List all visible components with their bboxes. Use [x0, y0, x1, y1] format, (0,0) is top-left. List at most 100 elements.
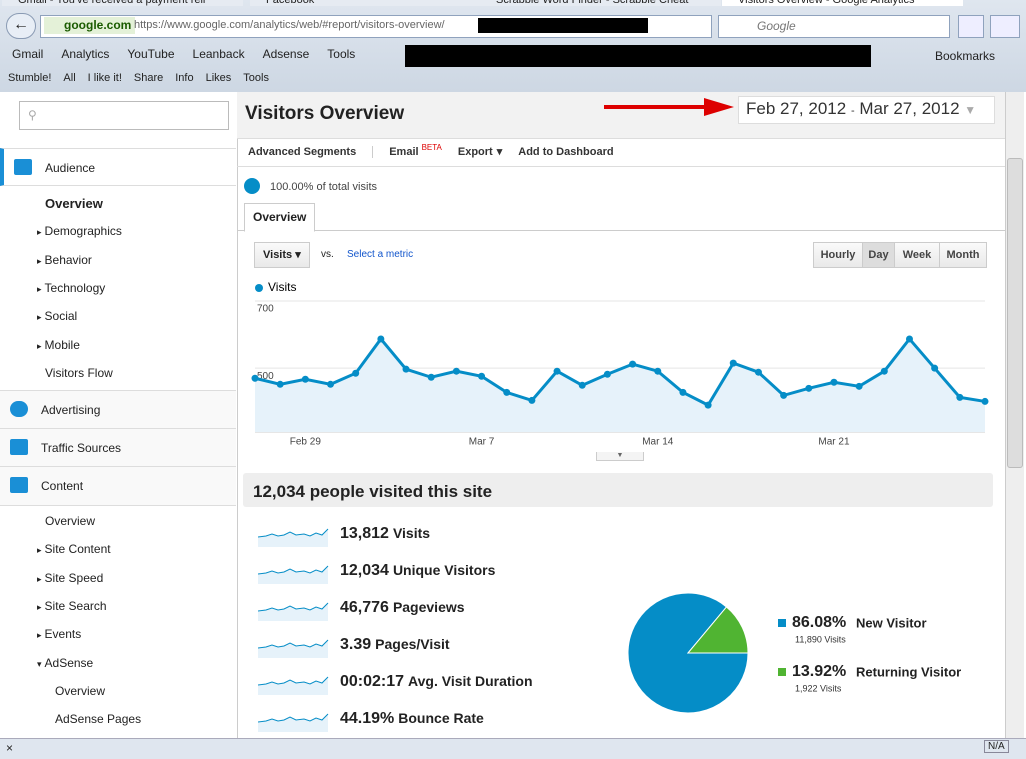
item-label: Overview [45, 196, 103, 211]
toolbar-item[interactable]: Info [175, 72, 194, 84]
item-label: Behavior [44, 252, 92, 267]
date-picker[interactable] [738, 96, 995, 124]
toolbar-button[interactable]: Add to Dashboard [518, 146, 613, 158]
back-button[interactable]: ← [6, 13, 36, 39]
sidebar-item[interactable]: ▸ Social [37, 309, 77, 323]
addon-button[interactable] [990, 15, 1020, 38]
item-label: Social [44, 309, 78, 324]
tab-strip: Gmail - You've received a payment reil Fa… [0, 0, 1026, 10]
sidebar-item[interactable]: Overview [55, 684, 105, 698]
point [503, 388, 511, 396]
sidebar-item[interactable]: ▸ Mobile [37, 338, 80, 352]
toolbar-item[interactable]: Share [133, 72, 164, 84]
metric-value: 44.19% [340, 710, 395, 727]
bookmarks-menu[interactable]: Bookmarks [935, 49, 996, 63]
bookmark[interactable]: Tools [327, 47, 356, 61]
status-close[interactable]: × [6, 741, 14, 755]
item-label: Visitors Flow [45, 365, 113, 380]
sidebar-item[interactable]: ▸ Demographics [37, 224, 122, 238]
sidebar-item[interactable]: ▸ Events [37, 627, 81, 641]
line-series [254, 336, 986, 408]
section-title: Audience [45, 161, 96, 175]
sidebar-item[interactable]: ▸ Site Search [37, 599, 107, 613]
toolbar-item[interactable]: Likes [205, 72, 232, 84]
pie-category: Returning Visitor [856, 664, 961, 679]
metric-row: 00:02:17 Avg. Visit Duration [258, 671, 598, 699]
point [855, 382, 863, 390]
granularity-button[interactable]: Day [862, 242, 895, 268]
caret: ▾ [496, 145, 503, 158]
expand-arrow: ▸ [37, 340, 42, 351]
bookmark[interactable]: Analytics [61, 47, 110, 61]
sidebar-item[interactable]: Overview [45, 514, 95, 528]
toolbar-item[interactable]: All [63, 72, 76, 84]
metric-row: 12,034 Unique Visitors [258, 560, 598, 588]
scroll-thumb[interactable] [1007, 158, 1023, 468]
bookmark[interactable]: Gmail [12, 47, 44, 61]
site-identity[interactable]: google.com [44, 17, 136, 34]
point [327, 380, 335, 388]
point [578, 381, 586, 389]
select-metric[interactable]: Select a metric [347, 249, 414, 260]
line-area [255, 338, 985, 432]
toolbar-button[interactable]: Export ▾ [458, 146, 502, 158]
sparkline [258, 676, 329, 695]
sidebar-item[interactable]: ▸ Technology [37, 281, 105, 295]
expand-arrow: ▸ [37, 573, 42, 584]
date-range: Feb 27, 2012 - Mar 27, 2012 ▼ [746, 99, 977, 118]
tab-line [237, 230, 1005, 231]
browser-tab[interactable]: Gmail - You've received a payment reil [2, 0, 243, 6]
sidebar-item[interactable]: ▾ AdSense [37, 656, 93, 670]
sidebar-item[interactable]: AdSense Pages [55, 712, 141, 726]
vs: vs. [321, 249, 334, 260]
point [352, 369, 360, 377]
point [679, 388, 687, 396]
point [276, 380, 284, 388]
granularity-button[interactable]: Week [894, 242, 940, 268]
pie-value-label: 86.08% [792, 614, 846, 631]
item-label: Demographics [44, 224, 122, 239]
point [981, 397, 989, 405]
granularity-button[interactable]: Month [939, 242, 987, 268]
granularity-button[interactable]: Hourly [813, 242, 863, 268]
sidebar-section[interactable]: Audience [0, 148, 236, 186]
sidebar-item[interactable]: Overview [45, 196, 103, 211]
search-bar[interactable] [718, 15, 950, 38]
section-icon [10, 439, 28, 456]
toolbar-item[interactable]: Stumble! [8, 72, 52, 84]
sidebar-item[interactable]: ▸ Site Content [37, 542, 111, 556]
metric-dropdown[interactable]: Visits ▾ [254, 242, 310, 268]
sidebar-item[interactable]: ▸ Behavior [37, 253, 92, 267]
report-toolbar: Advanced Segments Email BETA Export ▾ Add to … [248, 143, 630, 158]
beta: BETA [421, 143, 442, 152]
sidebar-section[interactable]: Traffic Sources [0, 428, 236, 469]
home-button[interactable] [958, 15, 984, 38]
toolbar-label: Export [457, 145, 493, 158]
browser-tab[interactable]: Scrabble Word Finder - Scrabble Cheat [480, 0, 721, 6]
sidebar-search[interactable]: ⚲ [19, 101, 229, 130]
chart-toggle[interactable]: ▼ [596, 452, 644, 461]
addon-toolbar: Stumble! All I like it! Share Info Likes Tools [8, 72, 281, 84]
sidebar-section[interactable]: Content [0, 466, 236, 507]
sidebar-section[interactable]: Advertising [0, 390, 236, 431]
toolbar-item[interactable]: I like it! [87, 72, 122, 84]
bookmark[interactable]: Leanback [192, 47, 245, 61]
toolbar-item[interactable]: Tools [243, 72, 269, 84]
bookmark[interactable]: Adsense [262, 47, 310, 61]
toolbar-label: Email [389, 145, 419, 158]
overview-tab[interactable]: Overview [244, 203, 316, 232]
point [528, 396, 536, 404]
browser-tab[interactable]: Visitors Overview - Google Analytics [722, 0, 963, 6]
browser-tab[interactable]: Facebook [250, 0, 491, 6]
report-title: Visitors Overview [245, 103, 405, 124]
toolbar-button[interactable]: Email BETA [372, 143, 442, 158]
sidebar-item[interactable]: ▸ Site Speed [37, 571, 103, 585]
metric-value: 00:02:17 [340, 673, 405, 690]
expand-arrow: ▸ [37, 255, 42, 266]
sidebar-item[interactable]: Visitors Flow [45, 366, 113, 380]
toolbar-button[interactable]: Advanced Segments [248, 146, 356, 158]
item-label: Overview [45, 514, 96, 529]
y-tick-label: 700 [257, 304, 274, 315]
sparkline [258, 565, 329, 584]
bookmark[interactable]: YouTube [127, 47, 175, 61]
